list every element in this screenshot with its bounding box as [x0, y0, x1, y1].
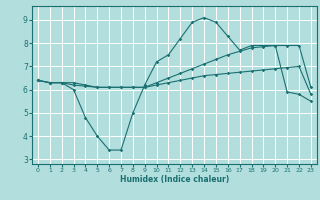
X-axis label: Humidex (Indice chaleur): Humidex (Indice chaleur)	[120, 175, 229, 184]
